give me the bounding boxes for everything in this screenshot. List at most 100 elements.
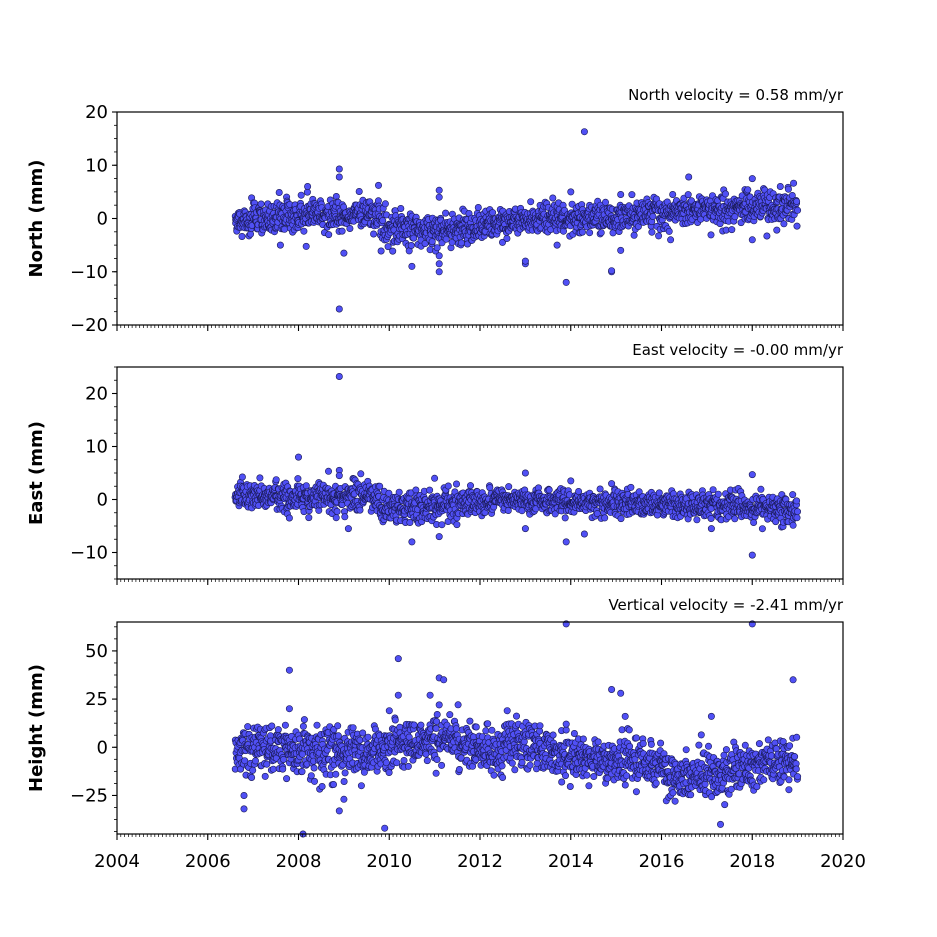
y-tick-label: 10 xyxy=(85,155,108,176)
data-point xyxy=(298,768,306,776)
data-point xyxy=(567,188,575,196)
data-point xyxy=(649,213,657,221)
data-point xyxy=(632,788,640,796)
data-point xyxy=(586,229,594,237)
data-point xyxy=(453,521,461,529)
data-point xyxy=(374,181,382,189)
data-point xyxy=(359,729,367,737)
data-point xyxy=(484,720,492,728)
data-point xyxy=(793,508,801,516)
data-point xyxy=(601,198,609,206)
data-point xyxy=(521,469,529,477)
data-point xyxy=(433,710,441,718)
data-point xyxy=(780,220,788,228)
data-point xyxy=(757,485,765,493)
data-point xyxy=(357,782,365,790)
data-point xyxy=(261,772,269,780)
data-point xyxy=(332,770,340,778)
data-point xyxy=(748,236,756,244)
data-point xyxy=(294,475,302,483)
points-group xyxy=(231,620,802,838)
data-point xyxy=(376,482,384,490)
data-point xyxy=(596,485,604,493)
data-point xyxy=(446,711,454,719)
data-point xyxy=(508,759,516,767)
y-tick-label: 20 xyxy=(85,384,108,405)
data-point xyxy=(404,762,412,770)
data-point xyxy=(789,491,797,499)
data-point xyxy=(274,726,282,734)
data-point xyxy=(457,239,465,247)
data-point xyxy=(617,246,625,254)
data-point xyxy=(344,525,352,533)
data-point xyxy=(300,227,308,235)
data-point xyxy=(410,721,418,729)
data-point xyxy=(435,268,443,276)
data-point xyxy=(310,777,318,785)
data-point xyxy=(562,278,570,286)
data-point xyxy=(625,726,633,734)
data-point xyxy=(283,775,291,783)
data-point xyxy=(299,722,307,730)
data-point xyxy=(325,231,333,239)
data-point xyxy=(474,204,482,212)
data-point xyxy=(340,203,348,211)
data-point xyxy=(488,726,496,734)
data-point xyxy=(789,521,797,529)
data-point xyxy=(545,486,553,494)
data-point xyxy=(503,235,511,243)
data-point xyxy=(794,206,802,214)
data-point xyxy=(238,233,246,241)
data-point xyxy=(385,768,393,776)
data-point xyxy=(263,760,271,768)
data-point xyxy=(268,722,276,730)
data-point xyxy=(302,482,310,490)
data-point xyxy=(341,769,349,777)
data-point xyxy=(455,765,463,773)
data-point xyxy=(498,238,506,246)
data-point xyxy=(432,724,440,732)
data-point xyxy=(549,194,557,202)
data-point xyxy=(561,772,569,780)
data-point xyxy=(435,252,443,260)
data-point xyxy=(310,764,318,772)
data-point xyxy=(685,173,693,181)
data-point xyxy=(639,740,647,748)
y-tick-label: −10 xyxy=(70,543,108,564)
data-point xyxy=(433,755,441,763)
data-point xyxy=(597,229,605,237)
data-point xyxy=(489,209,497,217)
data-point xyxy=(594,738,602,746)
axes-frame xyxy=(116,366,844,580)
data-point xyxy=(511,766,519,774)
data-point xyxy=(714,490,722,498)
data-point xyxy=(244,723,252,731)
data-point xyxy=(750,518,758,526)
data-point xyxy=(257,200,265,208)
data-point xyxy=(758,525,766,533)
data-point xyxy=(466,717,474,725)
data-point xyxy=(356,506,364,514)
data-point xyxy=(562,726,570,734)
data-point xyxy=(721,190,729,198)
data-point xyxy=(435,260,443,268)
data-point xyxy=(302,242,310,250)
data-point xyxy=(648,228,656,236)
data-point xyxy=(381,200,389,208)
data-point xyxy=(707,231,715,239)
data-point xyxy=(442,209,450,217)
data-point xyxy=(272,476,280,484)
data-point xyxy=(313,721,321,729)
data-point xyxy=(521,257,529,265)
data-point xyxy=(294,453,302,461)
data-point xyxy=(421,240,429,248)
data-point xyxy=(285,514,293,522)
data-point xyxy=(333,507,341,515)
data-point xyxy=(482,727,490,735)
data-point xyxy=(435,193,443,201)
data-point xyxy=(438,521,446,529)
data-point xyxy=(472,723,480,731)
data-point xyxy=(621,781,629,789)
data-point xyxy=(391,716,399,724)
